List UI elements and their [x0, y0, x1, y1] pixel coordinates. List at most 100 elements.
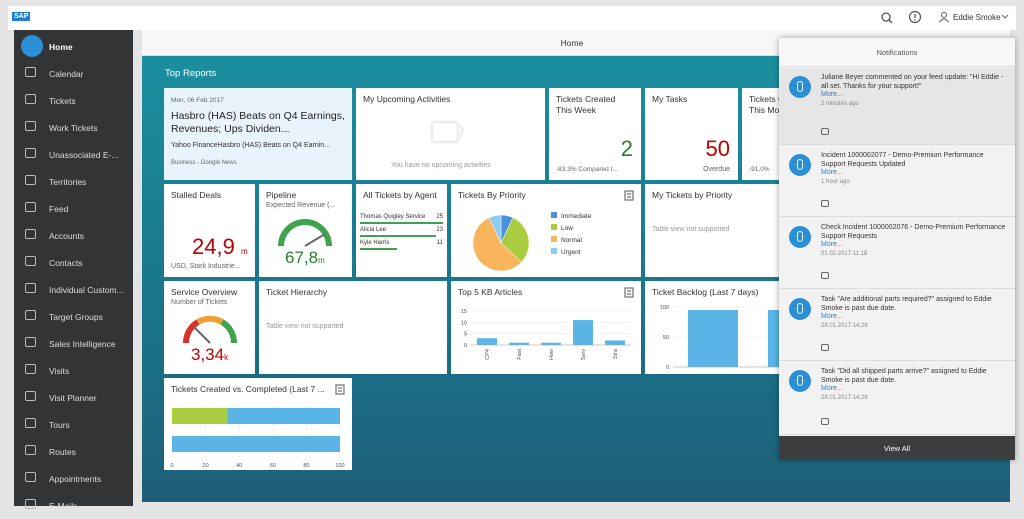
nav-label: Visits: [49, 366, 70, 376]
nav-item[interactable]: Visit Planner: [14, 384, 133, 411]
nav-item[interactable]: Accounts: [14, 222, 133, 249]
top-bar: SAP Eddie Smoke: [8, 6, 1016, 30]
y-tick-label: 50: [663, 335, 669, 341]
nav-item[interactable]: Work Tickets: [14, 114, 133, 141]
menu-icon[interactable]: [624, 190, 634, 201]
notification-action[interactable]: [821, 200, 829, 207]
x-tick-label: 40: [236, 463, 242, 469]
more-link[interactable]: More...: [821, 169, 843, 176]
tile-title: Top 5 KB Articles: [458, 287, 523, 297]
more-link[interactable]: More...: [821, 313, 843, 320]
legend-swatch: [551, 236, 557, 242]
notification-body: Incident 1000002077 - Demo-Premium Perfo…: [821, 152, 1006, 186]
user-name[interactable]: Eddie Smoke: [953, 13, 1001, 22]
more-link[interactable]: More...: [821, 241, 843, 248]
nav-label: Home: [49, 42, 73, 52]
avatar: [789, 298, 811, 320]
kb-tile[interactable]: Top 5 KB Articles 0 5 10 15 CP4 Fast How Serv St…: [451, 281, 641, 374]
service-tile[interactable]: Service Overview Number of Tickets 3,34k: [164, 281, 255, 374]
notification[interactable]: Check Incident 1000002076 - Demo-Premium…: [779, 218, 1015, 289]
hierarchy-tile[interactable]: Ticket Hierarchy Table view not supporte…: [259, 281, 447, 374]
nav-item[interactable]: Territories: [14, 168, 133, 195]
nav-label: Visit Planner: [49, 393, 97, 403]
nav-icon: [25, 391, 36, 401]
pie-slice: [488, 214, 502, 244]
empty-text: Table view not supported: [266, 323, 344, 330]
y-tick-label: 0: [464, 343, 467, 349]
view-all[interactable]: View All: [883, 444, 911, 453]
news-headline: Hasbro (HAS) Beats on Q4 Earnings, Reven…: [171, 110, 345, 135]
nav-item[interactable]: Tours: [14, 411, 133, 438]
notifications-icon[interactable]: [908, 10, 922, 24]
nav-label: Target Groups: [49, 312, 103, 322]
activities-tile[interactable]: My Upcoming Activities You have no upcom…: [356, 88, 545, 180]
view-all-bar[interactable]: View All: [779, 436, 1015, 460]
chevron[interactable]: [1001, 14, 1009, 20]
tile-title: Tickets Created This Week: [556, 94, 616, 115]
x-tick-label: Stra: [613, 348, 619, 359]
avatar: [789, 370, 811, 392]
more-link[interactable]: More...: [821, 91, 843, 98]
nav-icon: [25, 175, 36, 185]
nav-item[interactable]: Feed: [14, 195, 133, 222]
legend-swatch: [551, 248, 557, 254]
notification-action[interactable]: [821, 128, 829, 135]
bar-segment: [172, 408, 228, 424]
nav-item[interactable]: Target Groups: [14, 303, 133, 330]
menu-icon[interactable]: [624, 287, 634, 298]
notification-body: Juliane Beyer commented on your feed upd…: [821, 74, 1006, 108]
nav-label: Routes: [49, 447, 76, 457]
avatar: [789, 226, 811, 248]
sidebar: Home Calendar Tickets Work Tickets Unassocia…: [14, 30, 133, 511]
tile-title: My Tickets by Priority: [652, 190, 733, 200]
notification[interactable]: Incident 1000002077 - Demo-Premium Perfo…: [779, 146, 1015, 217]
nav-icon: [25, 364, 36, 374]
notification[interactable]: Task "Did all shipped parts arrive?" ass…: [779, 362, 1015, 435]
agents-tile[interactable]: All Tickets by Agent Thomas Quigley Serv…: [356, 184, 447, 277]
nav-item[interactable]: Home: [14, 33, 133, 60]
notification[interactable]: Task "Are additional parts required?" as…: [779, 290, 1015, 361]
nav-item[interactable]: Tickets: [14, 87, 133, 114]
notification-action[interactable]: [821, 418, 829, 425]
logo[interactable]: SAP: [12, 12, 31, 21]
nav-item[interactable]: Contacts: [14, 249, 133, 276]
nav-item[interactable]: Appointments: [14, 465, 133, 492]
news-tile[interactable]: Mon, 06 Feb 2017 Hasbro (HAS) Beats on Q…: [164, 88, 352, 180]
more-link[interactable]: More...: [821, 385, 843, 392]
kpi-number: 24,9: [192, 234, 235, 259]
tile-footer: USD, Stark Industrie...: [171, 263, 241, 270]
agent-value: 11: [436, 240, 443, 246]
kpi-number: 3,34: [191, 345, 225, 364]
nav-item[interactable]: Routes: [14, 438, 133, 465]
menu-icon[interactable]: [335, 384, 345, 395]
nav-item[interactable]: Sales Intelligence: [14, 330, 133, 357]
nav-item[interactable]: Visits: [14, 357, 133, 384]
search-icon[interactable]: [880, 11, 894, 25]
notification[interactable]: Juliane Beyer commented on your feed upd…: [779, 68, 1015, 145]
nav-icon: [21, 35, 43, 57]
notification-action[interactable]: [821, 272, 829, 279]
legend-label: Low: [561, 225, 573, 232]
bar-segment: [172, 436, 340, 452]
tile-title: Ticket Hierarchy: [266, 287, 328, 297]
notification-action[interactable]: [821, 344, 829, 351]
tile-title: Tickets Created This Month: [749, 94, 808, 115]
notification-body: Check Incident 1000002076 - Demo-Premium…: [821, 224, 1006, 258]
pipeline-tile[interactable]: Pipeline Expected Revenue (... 67,8m: [259, 184, 352, 277]
created-completed-tile[interactable]: Tickets Created vs. Completed (Last 7 ..…: [164, 378, 352, 470]
notification-time: 01.02.2017 11:18: [821, 250, 868, 257]
bar: [688, 310, 738, 367]
nav-label: Individual Custom...: [49, 285, 124, 295]
notification-body: Task "Did all shipped parts arrive?" ass…: [821, 368, 1006, 402]
nav-item[interactable]: Individual Custom...: [14, 276, 133, 303]
nav-icon: [25, 229, 36, 239]
tickets-week-tile[interactable]: Tickets Created This Week 2 -83,3% Compa…: [549, 88, 641, 180]
my-tasks-tile[interactable]: My Tasks 50 Overdue: [645, 88, 738, 180]
notification-text: Task "Are additional parts required?" as…: [821, 296, 992, 312]
pie-slice: [472, 217, 522, 272]
priority-tile[interactable]: Tickets By Priority Immediate Low Normal Ur…: [451, 184, 641, 277]
nav-item[interactable]: Calendar: [14, 60, 133, 87]
nav-item[interactable]: Unassociated E-...: [14, 141, 133, 168]
stalled-tile[interactable]: Stalled Deals 24,9 m USD, Stark Industri…: [164, 184, 255, 277]
x-tick-label: Fast: [517, 349, 523, 360]
